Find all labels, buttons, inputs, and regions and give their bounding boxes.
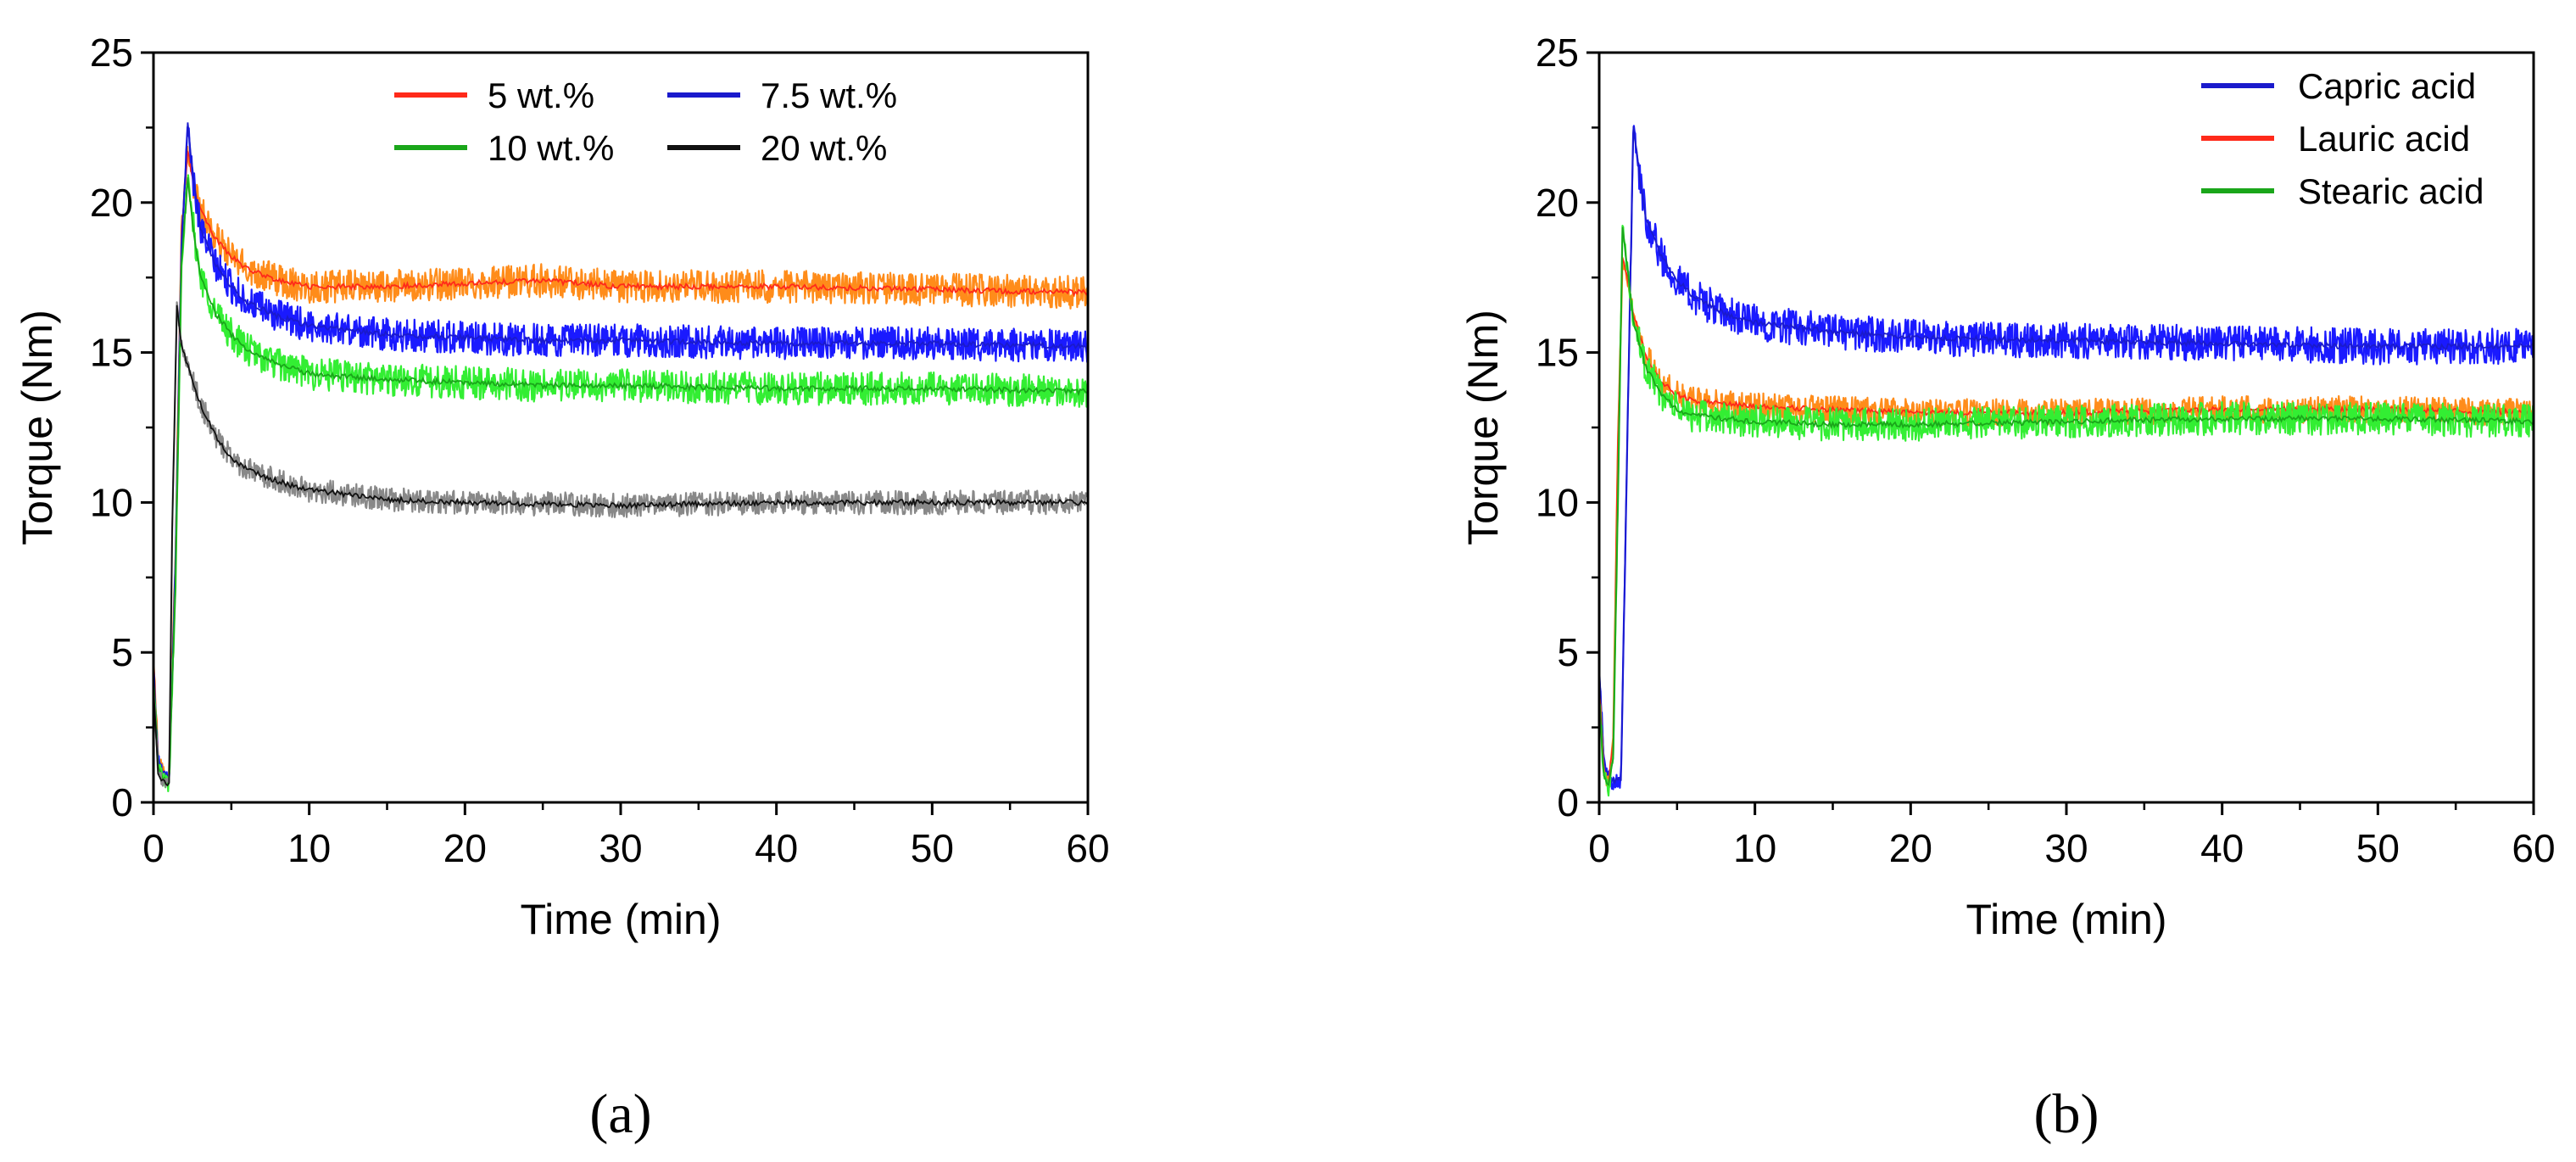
y-tick-label: 5 — [1557, 630, 1579, 674]
legend-item: 7.5 wt.% — [667, 75, 897, 115]
panel-label: (a) — [589, 1083, 651, 1145]
x-axis-title: Time (min) — [520, 896, 721, 943]
legend-label: 20 wt.% — [761, 128, 887, 168]
y-axis: 0 5 10 15 20 25 — [90, 31, 153, 824]
y-tick-label: 10 — [1536, 480, 1579, 524]
y-axis-title: Torque (Nm) — [1459, 310, 1507, 545]
legend-label: Capric acid — [2298, 66, 2476, 106]
plot-area — [1599, 125, 2534, 797]
y-axis: 0 5 10 15 20 25 — [1536, 31, 1599, 824]
legend-item: 20 wt.% — [667, 128, 887, 168]
series-band-7-5-wt — [153, 126, 1088, 786]
y-tick-label: 0 — [1557, 780, 1579, 824]
series-band-5-wt — [153, 145, 1088, 783]
y-tick-label: 20 — [90, 181, 133, 225]
series-line-stearic-acid — [1599, 226, 2534, 786]
x-tick-label: 40 — [755, 826, 798, 870]
legend-label: 10 wt.% — [488, 128, 614, 168]
legend-label: Lauric acid — [2298, 119, 2470, 159]
y-tick-label: 25 — [90, 31, 133, 75]
legend-item: 10 wt.% — [394, 128, 614, 168]
legend-label: Stearic acid — [2298, 171, 2484, 211]
legend: 5 wt.% 7.5 wt.% 10 wt.% 20 wt.% — [394, 75, 897, 168]
x-tick-label: 20 — [1889, 826, 1932, 870]
legend-item: Lauric acid — [2201, 119, 2470, 159]
x-tick-label: 30 — [2044, 826, 2088, 870]
x-tick-label: 10 — [287, 826, 331, 870]
x-axis-title: Time (min) — [1965, 896, 2166, 943]
plot-area — [153, 122, 1088, 792]
y-tick-label: 5 — [111, 630, 133, 674]
y-tick-label: 15 — [1536, 331, 1579, 375]
y-tick-label: 15 — [90, 331, 133, 375]
series-line-10-wt — [153, 177, 1088, 784]
series-line-5-wt — [153, 150, 1088, 778]
series-band-20-wt — [153, 301, 1088, 788]
series-band-10-wt — [153, 174, 1088, 792]
chart-panel-b: 0 10 20 30 40 50 60 0 5 10 15 20 25 Time (min) Torque … — [1459, 31, 2556, 1145]
series-band-capric-acid — [1599, 125, 2534, 790]
legend-item: 5 wt.% — [394, 75, 594, 115]
series-line-7-5-wt — [153, 122, 1088, 780]
x-tick-label: 60 — [2512, 826, 2555, 870]
x-tick-label: 50 — [911, 826, 954, 870]
y-tick-label: 25 — [1536, 31, 1579, 75]
series-line-20-wt — [153, 304, 1088, 787]
x-tick-label: 60 — [1066, 826, 1109, 870]
x-axis: 0 10 20 30 40 50 60 — [142, 802, 1110, 870]
series-line-capric-acid — [1599, 126, 2534, 785]
x-tick-label: 40 — [2200, 826, 2244, 870]
chart-panel-a: 0 10 20 30 40 50 60 0 5 10 15 20 25 Time (min) Torque … — [14, 31, 1110, 1145]
y-tick-label: 20 — [1536, 181, 1579, 225]
y-axis-title: Torque (Nm) — [14, 310, 61, 545]
x-tick-label: 0 — [142, 826, 164, 870]
x-tick-label: 30 — [599, 826, 642, 870]
x-tick-label: 0 — [1588, 826, 1610, 870]
plot-frame — [152, 51, 1090, 804]
legend-label: 7.5 wt.% — [761, 75, 897, 115]
x-axis: 0 10 20 30 40 50 60 — [1588, 802, 2556, 870]
y-tick-label: 0 — [111, 780, 133, 824]
legend-label: 5 wt.% — [488, 75, 594, 115]
x-tick-label: 50 — [2356, 826, 2400, 870]
legend-item: Stearic acid — [2201, 171, 2484, 211]
y-tick-label: 10 — [90, 480, 133, 524]
x-tick-label: 20 — [443, 826, 487, 870]
panel-label: (b) — [2034, 1083, 2099, 1145]
legend: Capric acid Lauric acid Stearic acid — [2201, 66, 2484, 211]
legend-item: Capric acid — [2201, 66, 2476, 106]
x-tick-label: 10 — [1733, 826, 1776, 870]
series-band-stearic-acid — [1599, 225, 2534, 797]
